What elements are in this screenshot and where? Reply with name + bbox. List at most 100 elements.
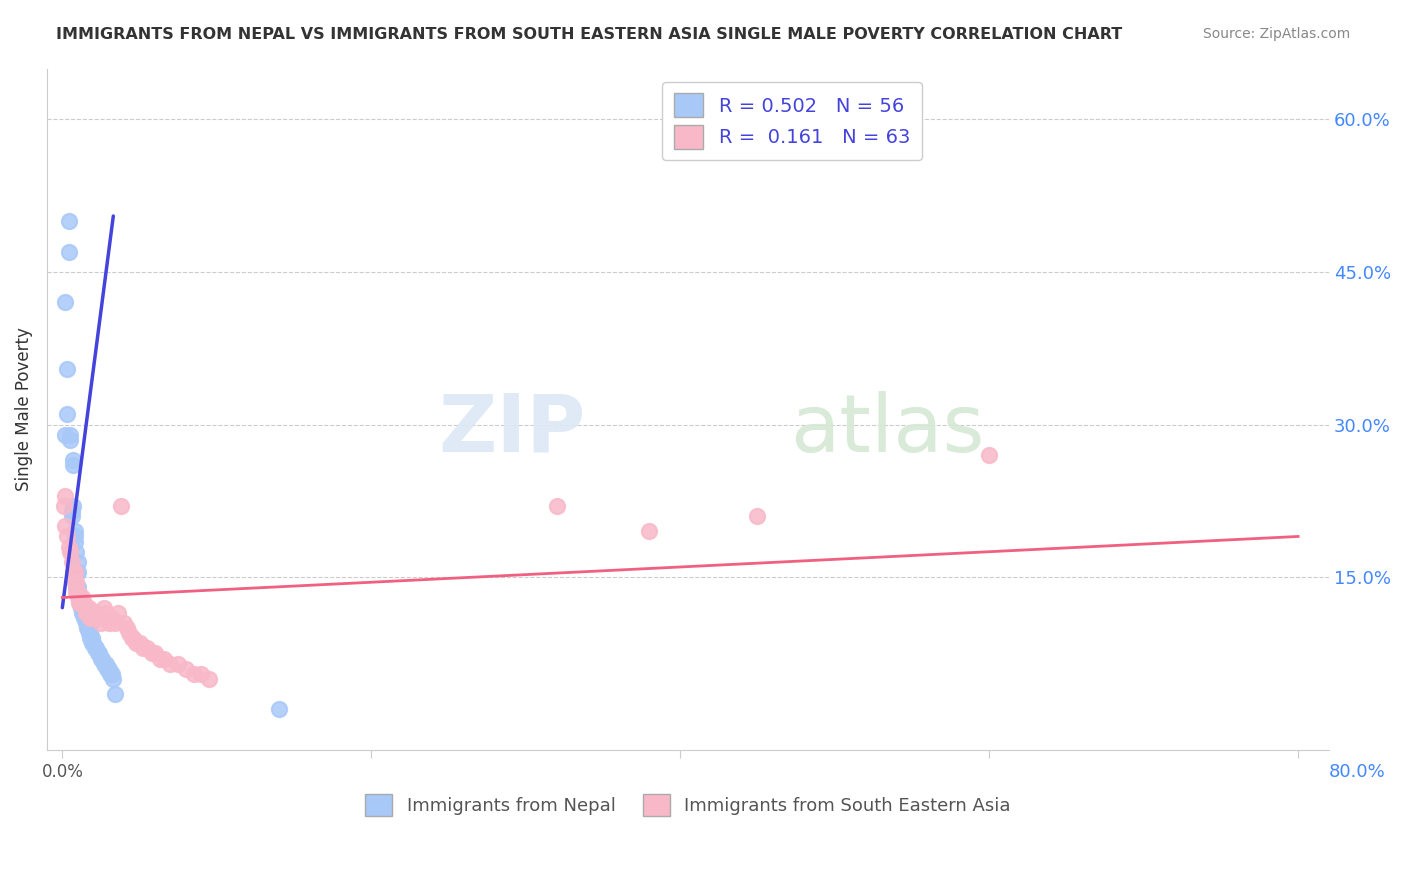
Point (56, 408, 79, 422)
Point (82, 636, 104, 650)
Text: atlas: atlas (790, 391, 984, 469)
Point (55, 519, 77, 533)
Point (73, 606, 96, 620)
Point (65, 585, 87, 599)
Text: Source: ZipAtlas.com: Source: ZipAtlas.com (1202, 27, 1350, 41)
Legend: Immigrants from Nepal, Immigrants from South Eastern Asia: Immigrants from Nepal, Immigrants from S… (359, 787, 1018, 822)
Point (76, 615, 98, 630)
Point (73, 596, 96, 610)
Point (72, 596, 94, 610)
Point (77, 621, 100, 635)
Point (112, 615, 135, 630)
Point (118, 626, 141, 640)
Point (121, 631, 143, 645)
Point (159, 657, 181, 671)
Point (104, 687, 127, 701)
Point (104, 615, 127, 630)
Point (89, 647, 111, 661)
Point (70, 596, 93, 610)
Point (96, 662, 118, 676)
Point (62, 453, 84, 467)
Point (174, 662, 197, 676)
Point (94, 606, 117, 620)
Point (103, 672, 125, 686)
Point (80, 611, 103, 625)
Point (65, 545, 87, 559)
Point (183, 666, 205, 681)
Point (55, 489, 77, 503)
Point (153, 651, 176, 665)
Text: IMMIGRANTS FROM NEPAL VS IMMIGRANTS FROM SOUTH EASTERN ASIA SINGLE MALE POVERTY : IMMIGRANTS FROM NEPAL VS IMMIGRANTS FROM… (56, 27, 1122, 42)
Point (60, 504, 83, 518)
Point (58, 244, 80, 259)
Point (79, 606, 101, 620)
Point (75, 600, 97, 615)
Text: ZIP: ZIP (439, 391, 585, 469)
Point (65, 580, 87, 594)
Point (90, 651, 112, 665)
Point (122, 631, 145, 645)
Point (77, 600, 100, 615)
Point (70, 596, 93, 610)
Point (75, 615, 97, 630)
Point (115, 621, 138, 635)
Point (638, 524, 661, 539)
Point (67, 591, 90, 605)
Point (60, 555, 83, 569)
Point (55, 295, 77, 310)
Point (128, 636, 150, 650)
Point (97, 662, 120, 676)
Point (66, 580, 89, 594)
Point (66, 585, 89, 599)
Point (63, 575, 86, 590)
Point (546, 499, 568, 513)
Point (79, 626, 101, 640)
Point (67, 596, 90, 610)
Point (59, 545, 82, 559)
Point (66, 565, 89, 579)
Point (72, 606, 94, 620)
Point (131, 641, 153, 656)
Point (76, 621, 98, 635)
Point (91, 651, 114, 665)
Point (65, 575, 87, 590)
Point (143, 647, 166, 661)
Point (76, 600, 98, 615)
Point (107, 606, 129, 620)
Point (76, 606, 98, 620)
Point (62, 458, 84, 473)
Point (63, 534, 86, 549)
Point (75, 606, 97, 620)
Point (141, 647, 163, 661)
Point (87, 611, 110, 625)
Point (72, 591, 94, 605)
Point (167, 657, 190, 671)
Point (56, 529, 79, 543)
Text: 80.0%: 80.0% (1329, 763, 1386, 780)
Point (65, 565, 87, 579)
Point (97, 615, 120, 630)
Point (90, 615, 112, 630)
Point (100, 666, 122, 681)
Point (100, 611, 122, 625)
Point (63, 529, 86, 543)
Point (93, 657, 115, 671)
Point (62, 499, 84, 513)
Point (83, 606, 105, 620)
Point (86, 606, 108, 620)
Point (67, 592, 90, 607)
Point (62, 565, 84, 579)
Point (79, 611, 101, 625)
Point (82, 611, 104, 625)
Point (72, 600, 94, 615)
Point (55, 427, 77, 442)
Point (60, 509, 83, 524)
Point (59, 433, 82, 447)
Point (86, 641, 108, 656)
Point (979, 448, 1001, 462)
Point (63, 524, 86, 539)
Point (80, 636, 103, 650)
Point (136, 641, 159, 656)
Point (125, 636, 148, 650)
Point (58, 540, 80, 554)
